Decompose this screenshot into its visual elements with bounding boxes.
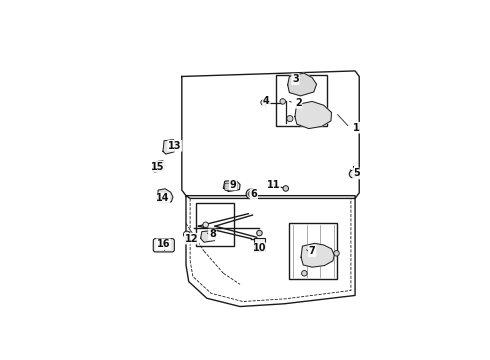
Bar <box>276 75 327 126</box>
Circle shape <box>287 116 293 122</box>
Text: 1: 1 <box>353 123 360 133</box>
Text: 2: 2 <box>295 98 302 108</box>
Text: 14: 14 <box>156 193 169 203</box>
Circle shape <box>248 191 254 197</box>
Text: 7: 7 <box>309 246 316 256</box>
Text: 6: 6 <box>250 189 257 199</box>
Text: 10: 10 <box>253 243 266 253</box>
Circle shape <box>203 222 208 228</box>
Text: 9: 9 <box>230 180 237 190</box>
Text: 4: 4 <box>263 96 270 107</box>
Polygon shape <box>182 71 359 198</box>
Polygon shape <box>157 189 173 203</box>
Bar <box>289 223 337 279</box>
Text: 15: 15 <box>151 162 165 172</box>
Polygon shape <box>223 180 240 192</box>
Circle shape <box>246 189 256 199</box>
Bar <box>196 203 235 246</box>
FancyBboxPatch shape <box>153 239 174 252</box>
Text: 16: 16 <box>156 239 170 249</box>
Circle shape <box>280 99 286 104</box>
Circle shape <box>261 100 267 105</box>
Bar <box>254 238 265 251</box>
Circle shape <box>334 251 339 256</box>
Polygon shape <box>288 73 317 96</box>
Text: 5: 5 <box>353 168 360 179</box>
Polygon shape <box>301 243 334 267</box>
Text: 11: 11 <box>267 180 280 190</box>
Polygon shape <box>163 140 176 154</box>
Circle shape <box>301 270 307 276</box>
Text: 8: 8 <box>209 229 216 239</box>
Text: 13: 13 <box>168 141 182 151</box>
Circle shape <box>349 170 357 178</box>
FancyBboxPatch shape <box>225 183 237 190</box>
Circle shape <box>283 186 289 191</box>
Text: 3: 3 <box>292 74 299 84</box>
Circle shape <box>183 231 190 238</box>
Text: 12: 12 <box>185 234 198 244</box>
Circle shape <box>257 230 262 236</box>
Polygon shape <box>295 102 332 129</box>
Polygon shape <box>153 161 165 172</box>
Polygon shape <box>201 231 216 242</box>
Polygon shape <box>186 195 355 307</box>
